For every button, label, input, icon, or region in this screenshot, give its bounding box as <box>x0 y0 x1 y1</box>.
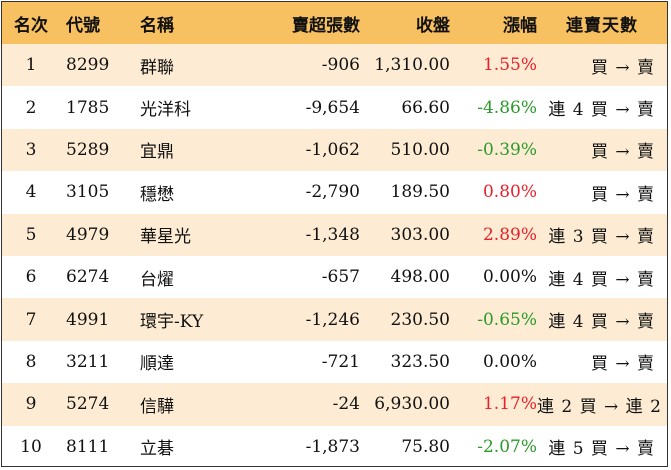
code-cell: 5274 <box>66 394 110 415</box>
change-cell: 0.00% <box>482 351 537 372</box>
table-row[interactable]: 4 3105 穩懋 -2,790 189.50 0.80% 買 → 賣 <box>2 171 667 214</box>
close-cell: 510.00 <box>390 139 450 160</box>
net-sell-cell: -657 <box>321 267 360 288</box>
streak-cell: 連 2 買 → 連 2 賣 <box>537 396 667 417</box>
rank-cell: 9 <box>25 394 37 415</box>
change-cell: 1.55% <box>482 55 537 76</box>
streak-cell: 連 5 買 → 賣 <box>548 439 655 460</box>
net-sell-cell: -9,654 <box>305 97 360 118</box>
net-sell-cell: -1,062 <box>305 139 360 160</box>
rank-cell: 7 <box>25 309 37 330</box>
header-row: 名次 代號 名稱 賣超張數 收盤 漲幅 連賣天數 <box>2 2 667 44</box>
rank-cell: 4 <box>25 182 37 203</box>
net-sell-cell: -1,873 <box>305 436 360 457</box>
close-cell: 303.00 <box>390 224 450 245</box>
table-row[interactable]: 7 4991 環宇-KY -1,246 230.50 -0.65% 連 4 買 → 賣 <box>2 298 667 341</box>
close-cell: 189.50 <box>390 182 450 203</box>
close-cell: 66.60 <box>401 97 450 118</box>
close-cell: 6,930.00 <box>374 394 450 415</box>
table-row[interactable]: 1 8299 群聯 -906 1,310.00 1.55% 買 → 賣 <box>2 44 667 87</box>
name-cell: 順達 <box>140 354 174 375</box>
net-sell-cell: -721 <box>321 351 360 372</box>
net-sell-cell: -1,246 <box>305 309 360 330</box>
table-row[interactable]: 2 1785 光洋科 -9,654 66.60 -4.86% 連 4 買 → 賣 <box>2 86 667 129</box>
rank-cell: 6 <box>25 267 37 288</box>
code-cell: 5289 <box>66 139 110 160</box>
streak-cell: 連 3 買 → 賣 <box>548 227 655 248</box>
streak-cell: 連 4 買 → 賣 <box>548 312 655 333</box>
streak-cell: 買 → 賣 <box>590 184 655 205</box>
close-cell: 498.00 <box>390 267 450 288</box>
net-sell-cell: -2,790 <box>305 182 360 203</box>
change-cell: 0.80% <box>482 182 537 203</box>
table-row[interactable]: 10 8111 立碁 -1,873 75.80 -2.07% 連 5 買 → 賣 <box>2 425 667 466</box>
code-cell: 4991 <box>66 309 110 330</box>
net-sell-cell: -906 <box>321 55 360 76</box>
name-cell: 宜鼎 <box>140 142 174 163</box>
name-cell: 穩懋 <box>140 184 174 205</box>
code-cell: 6274 <box>66 267 110 288</box>
change-cell: 2.89% <box>482 224 537 245</box>
name-cell: 台燿 <box>140 269 174 290</box>
rank-cell: 8 <box>25 351 37 372</box>
name-cell: 立碁 <box>140 439 174 460</box>
code-cell: 3211 <box>66 351 110 372</box>
table-row[interactable]: 3 5289 宜鼎 -1,062 510.00 -0.39% 買 → 賣 <box>2 128 667 172</box>
table-row[interactable]: 5 4979 華星光 -1,348 303.00 2.89% 連 3 買 → 賣 <box>2 213 667 256</box>
header-close[interactable]: 收盤 <box>416 15 450 36</box>
rank-cell: 2 <box>25 97 37 118</box>
table-row[interactable]: 6 6274 台燿 -657 498.00 0.00% 連 4 買 → 賣 <box>2 255 667 299</box>
code-cell: 3105 <box>66 182 110 203</box>
rank-cell: 10 <box>20 436 42 457</box>
name-cell: 環宇-KY <box>140 312 204 333</box>
change-cell: 0.00% <box>482 267 537 288</box>
streak-cell: 連 4 買 → 賣 <box>548 100 655 121</box>
code-cell: 4979 <box>66 224 110 245</box>
header-streak[interactable]: 連賣天數 <box>566 15 638 36</box>
streak-cell: 買 → 賣 <box>590 142 655 163</box>
code-cell: 8299 <box>66 55 110 76</box>
net-sell-cell: -24 <box>332 394 360 415</box>
close-cell: 1,310.00 <box>374 55 450 76</box>
close-cell: 323.50 <box>390 351 450 372</box>
name-cell: 華星光 <box>140 227 191 248</box>
streak-cell: 連 4 買 → 賣 <box>548 269 655 290</box>
change-cell: -2.07% <box>477 436 537 457</box>
streak-cell: 買 → 賣 <box>590 57 655 78</box>
header-code[interactable]: 代號 <box>66 15 100 36</box>
code-cell: 8111 <box>66 436 110 457</box>
table-row[interactable]: 8 3211 順達 -721 323.50 0.00% 買 → 賣 <box>2 340 667 384</box>
net-sell-cell: -1,348 <box>305 224 360 245</box>
header-rank[interactable]: 名次 <box>14 15 48 36</box>
code-cell: 1785 <box>66 97 110 118</box>
name-cell: 群聯 <box>140 57 174 78</box>
streak-cell: 買 → 賣 <box>590 354 655 375</box>
name-cell: 光洋科 <box>140 100 191 121</box>
rank-cell: 5 <box>25 224 37 245</box>
change-cell: 1.17% <box>482 394 537 415</box>
close-cell: 230.50 <box>390 309 450 330</box>
header-change[interactable]: 漲幅 <box>503 15 537 36</box>
rank-cell: 3 <box>25 139 37 160</box>
table-row[interactable]: 9 5274 信驊 -24 6,930.00 1.17%連 2 買 → 連 2 賣 <box>2 383 667 426</box>
rank-cell: 1 <box>25 55 37 76</box>
change-cell: -4.86% <box>477 97 537 118</box>
change-cell: -0.65% <box>477 309 537 330</box>
change-cell: -0.39% <box>477 139 537 160</box>
close-cell: 75.80 <box>401 436 450 457</box>
header-name[interactable]: 名稱 <box>140 15 174 36</box>
table-body: 1 8299 群聯 -906 1,310.00 1.55% 買 → 賣 2 1785 光洋科 -9,… <box>2 44 667 466</box>
name-cell: 信驊 <box>140 396 174 417</box>
header-net-sell[interactable]: 賣超張數 <box>292 15 360 36</box>
